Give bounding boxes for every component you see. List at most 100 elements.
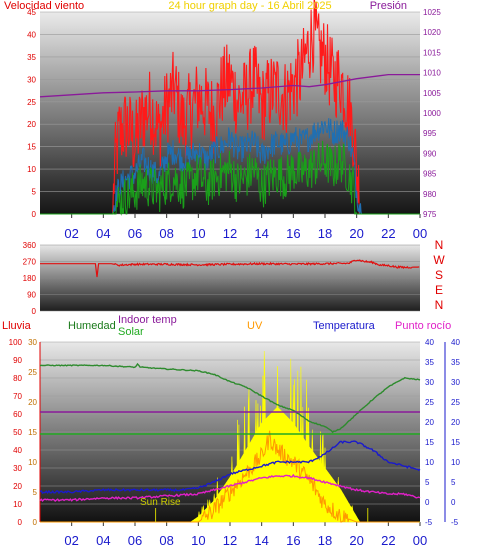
indoor-temp-label: Indoor temp xyxy=(118,314,177,326)
uv-label: UV xyxy=(247,320,263,332)
temperatura-label: Temperatura xyxy=(313,320,376,332)
y-tick-uv: 20 xyxy=(28,398,37,407)
line-humedad xyxy=(39,362,421,434)
y-tick-direction: 270 xyxy=(23,258,37,267)
y-tick-wind: 5 xyxy=(32,188,37,197)
wind-series-line-2 xyxy=(40,140,420,216)
x-tick-label-bottom: 20 xyxy=(349,533,363,548)
series-layer xyxy=(39,0,421,523)
y-tick-wind: 25 xyxy=(27,98,36,107)
x-tick-label-bottom: 10 xyxy=(191,533,205,548)
y-tick-pressure: 975 xyxy=(423,210,437,219)
x-tick-label-top: 02 xyxy=(64,226,78,241)
x-tick-label-top: 00 xyxy=(413,226,427,241)
y-tick-lluvia: 40 xyxy=(13,446,22,455)
x-tick-label-bottom: 06 xyxy=(128,533,142,548)
y-tick-uv: 25 xyxy=(28,368,37,377)
x-tick-label-bottom: 04 xyxy=(96,533,110,548)
y-tick-pressure: 990 xyxy=(423,149,437,158)
pressure-label: Presión xyxy=(370,0,407,12)
y-tick-temp-outer: 0 xyxy=(451,498,456,507)
x-tick-label-top: 16 xyxy=(286,226,300,241)
y-tick-temp-inner: -5 xyxy=(425,518,433,527)
sunrise-label: Sun Rise xyxy=(140,497,181,508)
y-tick-direction: 360 xyxy=(23,241,37,250)
y-tick-direction: 180 xyxy=(23,274,37,283)
x-tick-label-top: 10 xyxy=(191,226,205,241)
wind-panel xyxy=(40,12,420,214)
humedad-label: Humedad xyxy=(68,320,116,332)
compass-label: N xyxy=(435,298,444,312)
y-tick-temp-inner: 35 xyxy=(425,358,434,367)
y-tick-uv: 10 xyxy=(28,458,37,467)
pressure-line xyxy=(39,73,420,98)
y-tick-pressure: 1010 xyxy=(423,69,441,78)
lluvia-label: Lluvia xyxy=(2,320,32,332)
y-tick-wind: 15 xyxy=(27,143,36,152)
y-tick-temp-outer: 15 xyxy=(451,438,460,447)
y-tick-uv: 15 xyxy=(28,428,37,437)
y-tick-lluvia: 0 xyxy=(18,518,23,527)
y-tick-temp-inner: 40 xyxy=(425,338,434,347)
y-tick-wind: 0 xyxy=(32,210,37,219)
y-tick-lluvia: 50 xyxy=(13,428,22,437)
x-tick-label-top: 06 xyxy=(128,226,142,241)
compass-label: W xyxy=(433,253,445,267)
y-tick-wind: 30 xyxy=(27,75,36,84)
x-tick-label-bottom: 18 xyxy=(318,533,332,548)
y-tick-pressure: 985 xyxy=(423,170,437,179)
x-tick-label-bottom: 14 xyxy=(254,533,268,548)
y-tick-temp-outer: 35 xyxy=(451,358,460,367)
y-tick-temp-outer: 40 xyxy=(451,338,460,347)
y-tick-temp-inner: 10 xyxy=(425,458,434,467)
y-tick-temp-inner: 20 xyxy=(425,418,434,427)
wind-speed-label: Velocidad viento xyxy=(4,0,84,12)
y-tick-wind: 35 xyxy=(27,53,36,62)
x-tick-label-top: 22 xyxy=(381,226,395,241)
x-tick-label-top: 04 xyxy=(96,226,110,241)
y-tick-temp-inner: 25 xyxy=(425,398,434,407)
x-tick-label-bottom: 08 xyxy=(159,533,173,548)
line-temperatura xyxy=(39,440,421,495)
y-tick-temp-inner: 15 xyxy=(425,438,434,447)
y-tick-lluvia: 80 xyxy=(13,374,22,383)
y-tick-temp-outer: 25 xyxy=(451,398,460,407)
y-tick-uv: 5 xyxy=(33,488,38,497)
x-tick-label-bottom: 02 xyxy=(64,533,78,548)
chart-title: 24 hour graph day - 16 Abril 2025 xyxy=(168,0,331,12)
y-tick-lluvia: 100 xyxy=(9,338,23,347)
y-tick-pressure: 1025 xyxy=(423,8,441,17)
x-tick-label-top: 20 xyxy=(349,226,363,241)
y-tick-pressure: 1000 xyxy=(423,109,441,118)
y-tick-temp-inner: 5 xyxy=(425,478,430,487)
y-tick-pressure: 1005 xyxy=(423,89,441,98)
x-tick-label-bottom: 22 xyxy=(381,533,395,548)
line-punto-rocío xyxy=(39,473,421,502)
compass-label: E xyxy=(435,283,443,297)
x-tick-label-top: 12 xyxy=(223,226,237,241)
y-tick-wind: 10 xyxy=(27,165,36,174)
x-tick-label-top: 14 xyxy=(254,226,268,241)
y-tick-uv: 0 xyxy=(33,518,38,527)
uv-line xyxy=(40,430,420,523)
x-tick-label-top: 08 xyxy=(159,226,173,241)
y-tick-direction: 90 xyxy=(27,291,36,300)
y-tick-temp-inner: 0 xyxy=(425,498,430,507)
y-tick-temp-outer: -5 xyxy=(451,518,459,527)
x-tick-label-bottom: 16 xyxy=(286,533,300,548)
wind-direction-line xyxy=(40,259,420,278)
y-tick-uv: 30 xyxy=(28,338,37,347)
y-tick-wind: 20 xyxy=(27,120,36,129)
y-tick-wind: 45 xyxy=(27,8,36,17)
y-tick-lluvia: 90 xyxy=(13,356,22,365)
x-tick-label-top: 18 xyxy=(318,226,332,241)
y-tick-pressure: 1015 xyxy=(423,48,441,57)
y-tick-lluvia: 60 xyxy=(13,410,22,419)
y-tick-lluvia: 10 xyxy=(13,500,22,509)
y-tick-pressure: 1020 xyxy=(423,28,441,37)
compass-label: N xyxy=(435,238,444,252)
y-tick-temp-outer: 5 xyxy=(451,478,456,487)
punto-rocio-label: Punto rocío xyxy=(395,320,451,332)
y-tick-temp-outer: 20 xyxy=(451,418,460,427)
